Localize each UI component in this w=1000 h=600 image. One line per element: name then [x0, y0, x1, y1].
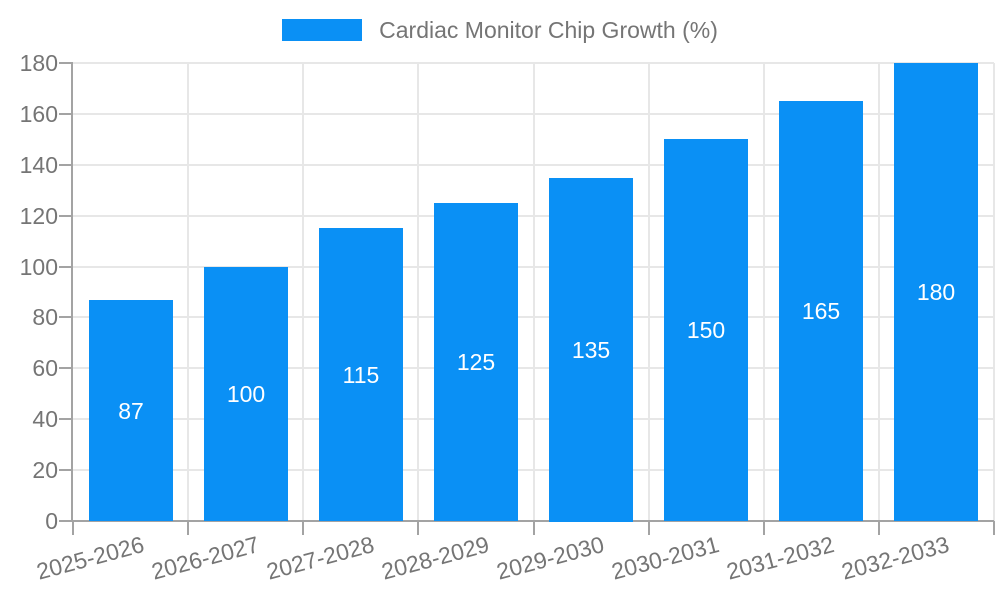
y-tick [59, 520, 73, 522]
bar-value-label: 165 [801, 298, 841, 324]
y-tick [59, 367, 73, 369]
x-tick [763, 521, 765, 535]
x-tick [72, 521, 74, 535]
y-gridline [73, 164, 994, 166]
bar-value-label: 100 [226, 381, 266, 407]
y-tick-label: 100 [19, 254, 58, 280]
y-gridline [73, 316, 994, 318]
legend-swatch [282, 19, 363, 41]
y-gridline [73, 418, 994, 420]
x-tick-label: 2026-2027 [148, 531, 262, 585]
x-tick-label: 2029-2030 [493, 531, 607, 585]
x-tick [533, 521, 535, 535]
y-gridline [73, 469, 994, 471]
v-gridline [302, 63, 304, 521]
bar[interactable]: 135 [549, 178, 633, 522]
bar[interactable]: 180 [894, 63, 978, 521]
v-gridline [763, 63, 765, 521]
y-tick-label: 80 [32, 304, 58, 330]
x-tick [648, 521, 650, 535]
y-tick-label: 0 [45, 508, 58, 534]
y-axis-line [71, 63, 73, 521]
bar-value-label: 135 [571, 337, 611, 363]
y-tick-label: 120 [19, 203, 58, 229]
y-tick [59, 62, 73, 64]
y-tick-label: 20 [32, 457, 58, 483]
y-tick [59, 469, 73, 471]
bar-value-label: 180 [916, 279, 956, 305]
y-tick-label: 180 [19, 50, 58, 76]
bar-value-label: 150 [686, 317, 726, 343]
legend[interactable]: Cardiac Monitor Chip Growth (%) [0, 17, 1000, 43]
x-tick-label: 2028-2029 [378, 531, 492, 585]
y-tick-label: 160 [19, 101, 58, 127]
y-gridline [73, 113, 994, 115]
v-gridline [993, 63, 995, 521]
bar-value-label: 115 [342, 361, 380, 388]
bar[interactable]: 165 [779, 101, 863, 521]
x-tick-label: 2025-2026 [33, 531, 147, 585]
y-tick [59, 316, 73, 318]
bar[interactable]: 87 [89, 300, 173, 521]
y-tick-label: 60 [32, 355, 58, 381]
bar-value-label: 87 [118, 397, 144, 424]
y-gridline [73, 62, 994, 64]
x-tick-label: 2031-2032 [723, 531, 837, 585]
legend-label: Cardiac Monitor Chip Growth (%) [379, 17, 718, 43]
y-tick [59, 113, 73, 115]
bar[interactable]: 100 [204, 267, 288, 521]
y-tick-label: 140 [19, 152, 58, 178]
x-tick [993, 521, 995, 535]
x-tick [417, 521, 419, 535]
v-gridline [187, 63, 189, 521]
y-tick [59, 164, 73, 166]
v-gridline [417, 63, 419, 521]
v-gridline [648, 63, 650, 521]
x-tick-label: 2032-2033 [838, 531, 952, 585]
x-axis-line [71, 520, 994, 522]
x-tick-label: 2027-2028 [263, 531, 377, 585]
y-tick [59, 418, 73, 420]
bar[interactable]: 125 [434, 203, 518, 521]
x-tick [187, 521, 189, 535]
y-gridline [73, 215, 994, 217]
bar[interactable]: 150 [664, 139, 748, 521]
bar-value-label: 125 [456, 349, 496, 375]
y-tick-label: 40 [32, 406, 58, 432]
x-tick-label: 2030-2031 [608, 531, 722, 585]
bar[interactable]: 115 [319, 228, 403, 521]
x-tick [878, 521, 880, 535]
y-gridline [73, 367, 994, 369]
x-tick [302, 521, 304, 535]
y-gridline [73, 266, 994, 268]
y-tick [59, 215, 73, 217]
v-gridline [878, 63, 880, 521]
y-tick [59, 266, 73, 268]
v-gridline [533, 63, 535, 521]
